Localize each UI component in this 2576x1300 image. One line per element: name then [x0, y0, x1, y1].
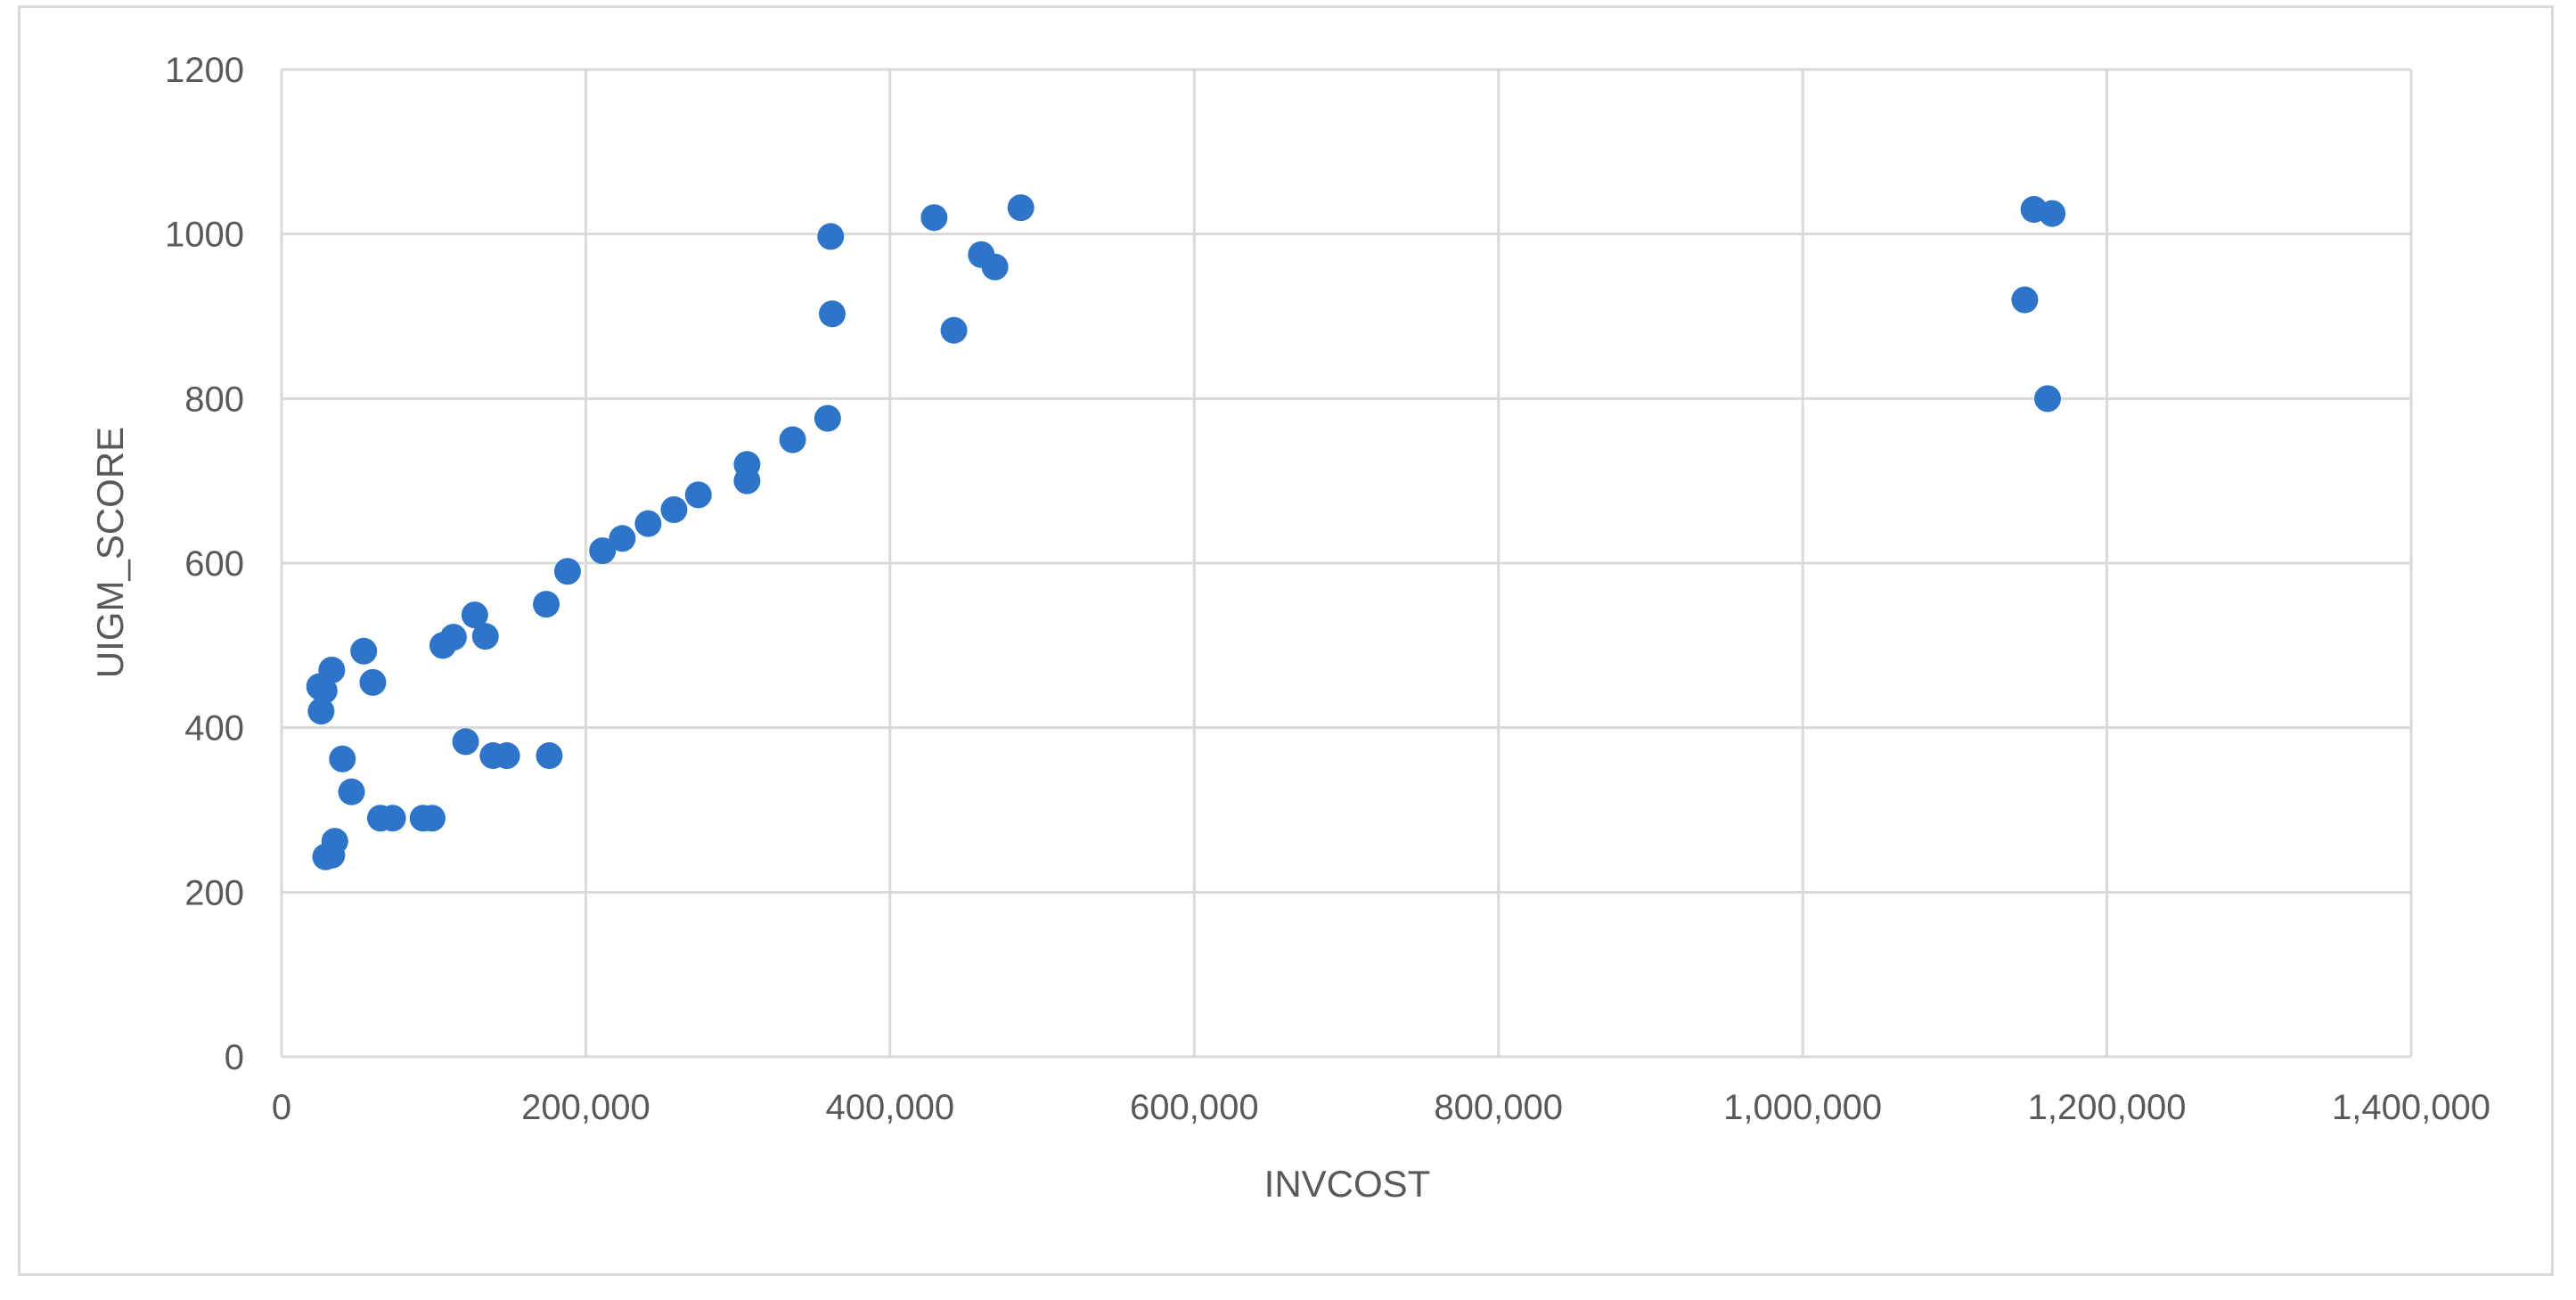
- x-tick-label: 1,200,000: [2028, 1088, 2187, 1127]
- data-point: [817, 223, 845, 250]
- y-tick-label: 1200: [165, 51, 244, 90]
- data-point: [981, 253, 1009, 281]
- y-tick-label: 600: [184, 544, 244, 584]
- data-point: [471, 623, 499, 650]
- y-tick-label: 0: [225, 1038, 244, 1077]
- data-point: [589, 537, 617, 565]
- x-tick-label: 800,000: [1434, 1088, 1563, 1127]
- data-point: [2011, 286, 2039, 314]
- y-axis-title: UIGM_SCORE: [89, 427, 131, 678]
- data-point: [536, 742, 563, 770]
- x-tick-label: 400,000: [826, 1088, 955, 1127]
- data-point: [818, 300, 846, 328]
- x-tick-label: 200,000: [521, 1088, 650, 1127]
- data-point: [452, 728, 479, 756]
- y-axis-tick-labels: 0 200 400 600 800 1000 1200: [165, 51, 244, 1077]
- y-tick-label: 400: [184, 709, 244, 748]
- y-tick-label: 200: [184, 873, 244, 912]
- data-point: [419, 805, 446, 832]
- data-point: [493, 742, 520, 770]
- data-point: [359, 668, 387, 696]
- data-point: [338, 778, 365, 805]
- data-point: [779, 426, 806, 454]
- y-tick-label: 800: [184, 380, 244, 419]
- data-point: [533, 591, 560, 618]
- x-tick-label: 600,000: [1130, 1088, 1259, 1127]
- data-point: [310, 677, 338, 705]
- data-point: [609, 525, 636, 552]
- data-point: [439, 624, 467, 651]
- x-axis-title: INVCOST: [1264, 1163, 1431, 1205]
- data-point: [2039, 200, 2066, 227]
- data-point: [307, 698, 335, 725]
- data-point: [461, 601, 488, 629]
- y-tick-label: 1000: [165, 216, 244, 255]
- data-points: [306, 194, 2066, 871]
- gridlines: [280, 68, 2413, 1059]
- data-point: [553, 558, 581, 585]
- data-point: [940, 316, 968, 344]
- data-point: [2033, 385, 2061, 413]
- data-point: [920, 204, 948, 232]
- data-point: [379, 805, 406, 832]
- data-point: [660, 495, 688, 523]
- x-tick-label: 0: [272, 1088, 291, 1127]
- x-tick-label: 1,400,000: [2332, 1088, 2490, 1127]
- data-point: [733, 467, 761, 495]
- data-point: [1007, 194, 1034, 222]
- data-point: [634, 510, 662, 537]
- data-point: [814, 405, 841, 432]
- data-point: [684, 481, 712, 509]
- data-point: [329, 745, 356, 773]
- x-axis-tick-labels: 0 200,000 400,000 600,000 800,000 1,000,000 1,…: [272, 1088, 2490, 1127]
- data-point: [350, 637, 378, 665]
- data-point: [318, 841, 346, 869]
- data-point: [318, 657, 346, 684]
- x-tick-label: 1,000,000: [1723, 1088, 1882, 1127]
